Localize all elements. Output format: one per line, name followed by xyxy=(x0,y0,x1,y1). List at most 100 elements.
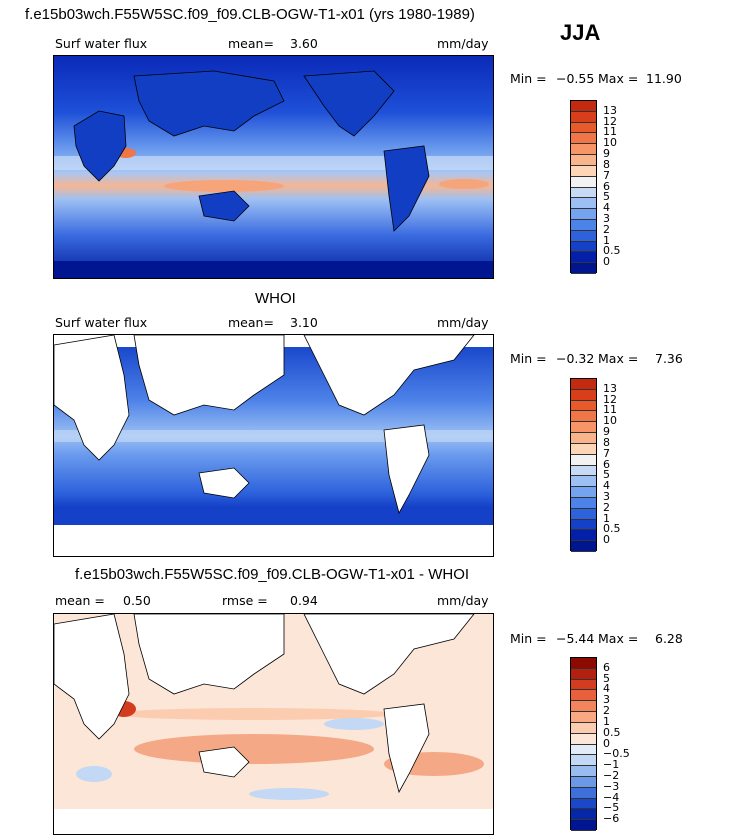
panel1-north-america xyxy=(303,70,395,137)
panel2-africa xyxy=(54,335,130,461)
panel3-min-label: Min = xyxy=(510,631,547,646)
colorbar-swatch xyxy=(571,389,596,401)
panel2-mean-label: mean= xyxy=(228,315,274,330)
colorbar-tick-label: 9 xyxy=(603,147,610,161)
panel3-min-value: −5.44 xyxy=(556,631,595,646)
panel1-itcz-hotspot xyxy=(164,180,284,192)
panel3-units: mm/day xyxy=(437,593,489,608)
colorbar-swatch xyxy=(571,198,596,210)
colorbar-tick-label: 0.5 xyxy=(603,725,621,739)
colorbar-tick-label: 6 xyxy=(603,660,610,674)
panel1-colorbar xyxy=(570,100,597,274)
panel1-africa xyxy=(73,110,127,182)
colorbar-tick-label: 7 xyxy=(603,446,610,460)
colorbar-swatch xyxy=(571,379,596,390)
panel3-negative-area xyxy=(249,788,329,800)
panel1-antarctica xyxy=(54,261,493,278)
colorbar-swatch xyxy=(571,733,596,745)
panel3-antarctica xyxy=(54,809,493,834)
colorbar-swatch xyxy=(571,433,596,444)
panel1-map xyxy=(53,55,494,279)
panel1-australia xyxy=(198,190,250,222)
colorbar-swatch xyxy=(571,443,596,455)
panel2-min-label: Min = xyxy=(510,351,547,366)
colorbar-tick-label: −3 xyxy=(603,779,620,793)
colorbar-tick-label: 4 xyxy=(603,201,610,215)
colorbar-tick-label: 11 xyxy=(603,125,617,139)
panel3-negative-area xyxy=(324,718,384,730)
colorbar-swatch xyxy=(571,111,596,123)
colorbar-tick-label: 5 xyxy=(603,671,610,685)
colorbar-tick-label: −6 xyxy=(603,812,620,826)
colorbar-swatch xyxy=(571,465,596,477)
colorbar-swatch xyxy=(571,187,596,199)
colorbar-swatch xyxy=(571,252,596,264)
colorbar-tick-label: 0.5 xyxy=(603,244,621,258)
colorbar-tick-label: 10 xyxy=(603,414,617,428)
panel2-eurasia xyxy=(133,335,285,416)
panel1-variable-label: Surf water flux xyxy=(55,36,148,51)
panel1-eurasia xyxy=(133,70,285,137)
colorbar-swatch xyxy=(571,519,596,531)
colorbar-swatch xyxy=(571,144,596,156)
panel2-max-value: 7.36 xyxy=(655,351,683,366)
colorbar-swatch xyxy=(571,541,596,552)
colorbar-tick-label: 4 xyxy=(603,479,610,493)
panel2-antarctica xyxy=(54,525,493,556)
panel2-itcz-band xyxy=(54,430,493,442)
colorbar-swatch xyxy=(571,744,596,756)
colorbar-tick-label: 7 xyxy=(603,168,610,182)
colorbar-tick-label: −1 xyxy=(603,758,620,772)
colorbar-swatch xyxy=(571,497,596,509)
colorbar-tick-label: 5 xyxy=(603,190,610,204)
panel3-max-value: 6.28 xyxy=(655,631,683,646)
panel3-south-america xyxy=(383,703,430,794)
panel3-north-america xyxy=(303,614,475,695)
season-label: JJA xyxy=(560,20,601,45)
colorbar-swatch xyxy=(571,454,596,466)
panel2-max-label: Max = xyxy=(598,351,639,366)
colorbar-swatch xyxy=(571,487,596,498)
colorbar-tick-label: 0 xyxy=(603,533,610,547)
colorbar-tick-label: 4 xyxy=(603,682,610,696)
panel1-mean-value: 3.60 xyxy=(290,36,318,51)
panel3-mean-label: mean = xyxy=(55,593,105,608)
panel1-south-america xyxy=(383,145,430,232)
colorbar-swatch xyxy=(571,679,596,691)
panel2-south-america xyxy=(383,424,430,515)
colorbar-tick-label: 1 xyxy=(603,233,610,247)
colorbar-tick-label: 0.5 xyxy=(603,522,621,536)
colorbar-tick-label: 9 xyxy=(603,425,610,439)
colorbar-swatch xyxy=(571,165,596,177)
colorbar-swatch xyxy=(571,658,596,669)
colorbar-swatch xyxy=(571,712,596,723)
colorbar-swatch xyxy=(571,122,596,134)
panel2-units: mm/day xyxy=(437,315,489,330)
panel3-map xyxy=(53,613,494,835)
colorbar-tick-label: 13 xyxy=(603,103,617,117)
colorbar-swatch xyxy=(571,176,596,188)
colorbar-tick-label: 1 xyxy=(603,511,610,525)
colorbar-swatch xyxy=(571,422,596,434)
colorbar-tick-label: 8 xyxy=(603,435,610,449)
colorbar-tick-label: 12 xyxy=(603,392,617,406)
colorbar-tick-label: 13 xyxy=(603,381,617,395)
colorbar-tick-label: 3 xyxy=(603,489,610,503)
panel3-australia xyxy=(198,746,250,778)
colorbar-tick-label: −4 xyxy=(603,790,620,804)
panel3-africa xyxy=(54,614,130,740)
panel1-min-value: −0.55 xyxy=(556,71,595,86)
colorbar-swatch xyxy=(571,722,596,734)
panel2-title: WHOI xyxy=(255,290,296,307)
panel3-positive-band xyxy=(134,734,374,764)
colorbar-tick-label: 0 xyxy=(603,255,610,269)
panel2-map xyxy=(53,334,494,557)
panel1-mean-label: mean= xyxy=(228,36,274,51)
colorbar-tick-label: −5 xyxy=(603,801,620,815)
colorbar-tick-label: 2 xyxy=(603,222,610,236)
colorbar-tick-label: 2 xyxy=(603,500,610,514)
panel1-min-label: Min = xyxy=(510,71,547,86)
panel3-rmse-label: rmse = xyxy=(222,593,268,608)
panel2-min-value: −0.32 xyxy=(556,351,595,366)
colorbar-swatch xyxy=(571,133,596,145)
